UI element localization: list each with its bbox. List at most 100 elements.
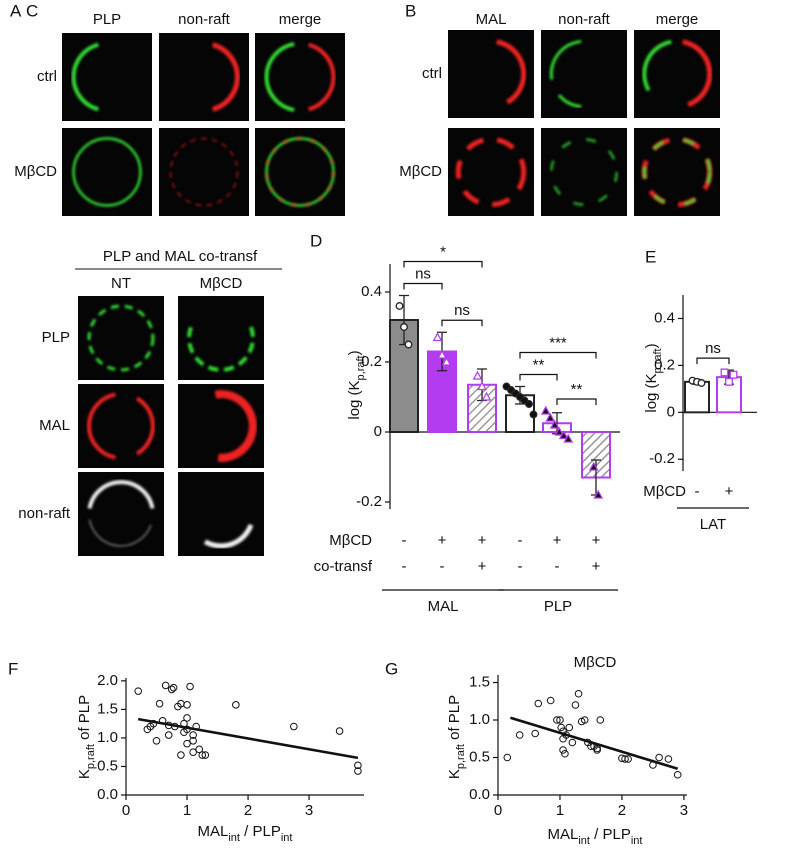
data-point bbox=[354, 767, 362, 775]
condition-mark: + bbox=[592, 532, 601, 549]
data-point bbox=[561, 749, 569, 758]
y-tick-label: 1.0 bbox=[97, 729, 118, 746]
significance-label: ** bbox=[533, 356, 545, 373]
significance-label: * bbox=[440, 243, 446, 260]
micrograph bbox=[255, 128, 345, 216]
significance-label: ns bbox=[454, 302, 470, 319]
y-tick-label: 1.0 bbox=[469, 711, 490, 728]
y-axis-title: Kp,raft of PLP bbox=[76, 695, 97, 779]
condition-label: MβCD bbox=[643, 483, 686, 500]
y-axis-title-part: p,raft bbox=[455, 744, 467, 769]
y-tick-label: 0 bbox=[667, 403, 675, 420]
data-point bbox=[554, 426, 565, 436]
x-tick-label: 2 bbox=[618, 802, 626, 819]
column-label: MβCD bbox=[200, 275, 243, 292]
micrograph-signal bbox=[455, 136, 527, 208]
data-point bbox=[437, 349, 447, 359]
data-point bbox=[563, 433, 574, 443]
micrograph-signal bbox=[496, 39, 527, 105]
significance-label: ** bbox=[571, 381, 583, 398]
x-axis-title: MALint / PLPint bbox=[548, 826, 643, 847]
condition-label: MβCD bbox=[329, 532, 372, 549]
y-tick-label: 0.2 bbox=[654, 356, 675, 373]
bar bbox=[427, 350, 457, 433]
y-axis-title-part: of PLP bbox=[446, 695, 463, 744]
micrograph-signal bbox=[214, 390, 257, 462]
data-point bbox=[556, 716, 564, 724]
micrograph bbox=[634, 128, 720, 216]
micrograph-signal bbox=[308, 42, 336, 112]
x-tick-label: 0 bbox=[122, 802, 130, 819]
group-label: MAL bbox=[428, 598, 459, 615]
fit-line bbox=[137, 717, 359, 760]
row-label: MβCD bbox=[399, 163, 442, 180]
x-tick-label: 1 bbox=[556, 802, 564, 819]
data-point bbox=[189, 731, 197, 739]
x-tick-label: 0 bbox=[494, 802, 502, 819]
panel-label: D bbox=[310, 231, 322, 250]
data-point bbox=[655, 753, 663, 762]
micrograph-signal bbox=[264, 42, 295, 112]
data-point bbox=[624, 755, 632, 763]
y-axis-title-part: p,raft bbox=[85, 744, 97, 769]
micrograph-bg bbox=[634, 30, 720, 118]
micrograph bbox=[78, 296, 164, 380]
column-label: MAL bbox=[476, 11, 507, 28]
data-point bbox=[195, 745, 204, 754]
micrograph-bg bbox=[159, 33, 249, 121]
condition-mark: + bbox=[553, 532, 562, 549]
significance-bracket bbox=[519, 373, 558, 381]
micrograph bbox=[78, 472, 164, 556]
data-point bbox=[568, 738, 577, 747]
row-label: ctrl bbox=[37, 68, 57, 85]
micrograph bbox=[78, 384, 164, 468]
data-point bbox=[515, 731, 524, 739]
y-tick-label: 2.0 bbox=[97, 672, 118, 689]
data-point bbox=[177, 751, 185, 759]
panel-label: G bbox=[385, 659, 398, 678]
micrograph-signal bbox=[557, 93, 582, 109]
micrograph-bg bbox=[448, 128, 534, 216]
micrograph-bg bbox=[541, 30, 627, 118]
micrograph-bg bbox=[78, 472, 164, 556]
data-point bbox=[477, 381, 487, 391]
axes bbox=[497, 675, 687, 796]
data-point bbox=[161, 681, 170, 690]
micrograph-signal bbox=[642, 39, 672, 92]
y-axis-title-part: of PLP bbox=[76, 695, 93, 744]
data-point bbox=[432, 332, 443, 342]
micrograph bbox=[448, 30, 534, 118]
condition-mark: - bbox=[402, 558, 407, 575]
chart-title: MβCD bbox=[574, 654, 617, 671]
data-point bbox=[481, 391, 492, 401]
column-label: non-raft bbox=[558, 11, 611, 28]
data-point bbox=[354, 761, 362, 770]
x-axis-title-part: int bbox=[281, 832, 293, 844]
micrograph-signal bbox=[203, 523, 254, 549]
y-axis-title-part: p,raft bbox=[355, 355, 367, 380]
micrograph-signal bbox=[211, 42, 240, 112]
micrograph-bg bbox=[78, 296, 164, 380]
data-point bbox=[189, 736, 197, 745]
micrograph-signal bbox=[87, 480, 155, 509]
group-label: PLP bbox=[544, 598, 572, 615]
data-point bbox=[580, 716, 589, 724]
micrograph bbox=[178, 472, 264, 556]
data-point bbox=[664, 755, 673, 763]
data-point bbox=[134, 687, 143, 695]
row-label: non-raft bbox=[18, 505, 71, 522]
x-axis-title-part: int bbox=[631, 835, 643, 847]
data-point bbox=[546, 696, 555, 705]
data-point bbox=[525, 400, 533, 408]
data-point bbox=[621, 755, 629, 763]
micrograph-signal bbox=[549, 39, 582, 80]
data-point bbox=[183, 701, 191, 709]
micrograph-bg bbox=[159, 128, 249, 216]
condition-mark: - bbox=[402, 532, 407, 549]
data-point bbox=[395, 302, 404, 310]
micrograph-bg bbox=[255, 128, 345, 216]
micrograph-signal bbox=[265, 137, 335, 207]
significance-bracket bbox=[696, 357, 730, 365]
data-point bbox=[557, 723, 566, 732]
condition-mark: - bbox=[518, 532, 523, 549]
